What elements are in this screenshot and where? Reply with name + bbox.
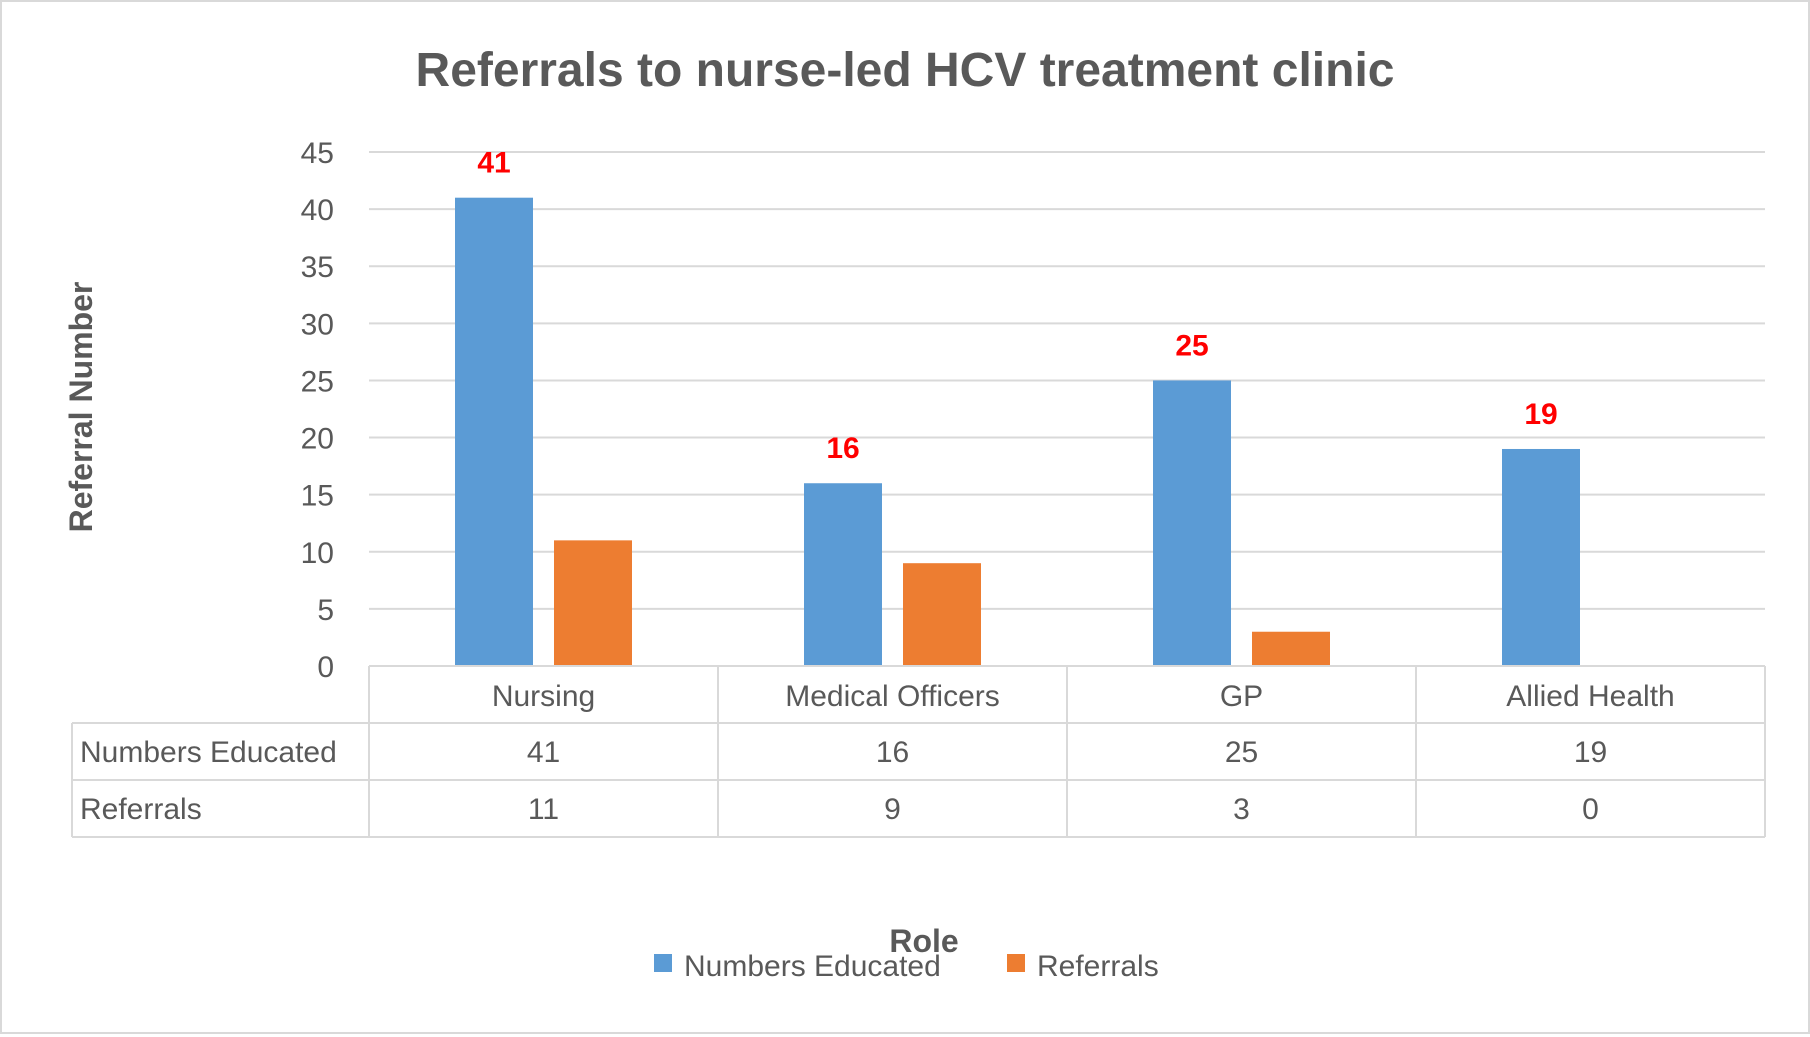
table-row-label: Referrals bbox=[80, 793, 202, 826]
x-tick-label: Medical Officers bbox=[785, 680, 1000, 713]
data-label: 41 bbox=[477, 147, 510, 180]
table-cell: 3 bbox=[1233, 793, 1250, 826]
bar bbox=[1502, 448, 1580, 666]
legend: Numbers Educated Referrals bbox=[654, 950, 1159, 983]
data-table: Nursing Medical Officers GP Allied Health Nu… bbox=[71, 665, 1766, 838]
x-tick-label: Nursing bbox=[492, 680, 595, 713]
chart-title: Referrals to nurse-led HCV treatment cli… bbox=[416, 44, 1395, 97]
y-axis-ticks: 0 5 10 15 20 25 30 35 40 45 bbox=[301, 137, 334, 684]
bar bbox=[903, 563, 981, 666]
bar bbox=[804, 483, 882, 666]
data-label: 19 bbox=[1524, 398, 1557, 431]
data-labels: 41 16 25 19 bbox=[477, 147, 1557, 466]
y-tick-label: 15 bbox=[301, 480, 334, 513]
table-cell: 41 bbox=[527, 736, 560, 769]
bar bbox=[554, 540, 632, 666]
table-cell: 9 bbox=[884, 793, 901, 826]
bar bbox=[455, 197, 533, 666]
legend-label: Numbers Educated bbox=[684, 950, 941, 983]
y-tick-label: 30 bbox=[301, 308, 334, 341]
legend-swatch bbox=[654, 954, 672, 972]
y-tick-label: 20 bbox=[301, 423, 334, 456]
x-axis-label: Role bbox=[889, 923, 958, 959]
bar bbox=[1252, 631, 1330, 666]
bar bbox=[1153, 380, 1231, 666]
y-axis-label: Referral Number bbox=[63, 282, 99, 533]
table-cell: 19 bbox=[1574, 736, 1607, 769]
x-tick-label: GP bbox=[1220, 680, 1263, 713]
y-tick-label: 0 bbox=[317, 651, 334, 684]
x-tick-label: Allied Health bbox=[1506, 680, 1674, 713]
bars bbox=[455, 197, 1580, 666]
y-tick-label: 5 bbox=[317, 594, 334, 627]
y-tick-label: 35 bbox=[301, 251, 334, 284]
table-cell: 0 bbox=[1582, 793, 1599, 826]
table-cell: 16 bbox=[876, 736, 909, 769]
data-label: 16 bbox=[826, 432, 859, 465]
table-cell: 11 bbox=[528, 793, 559, 826]
legend-swatch bbox=[1007, 954, 1025, 972]
table-row-label: Numbers Educated bbox=[80, 736, 337, 769]
y-tick-label: 25 bbox=[301, 365, 334, 398]
y-tick-label: 45 bbox=[301, 137, 334, 170]
data-label: 25 bbox=[1175, 329, 1208, 362]
y-tick-label: 40 bbox=[301, 194, 334, 227]
legend-label: Referrals bbox=[1037, 950, 1159, 983]
y-tick-label: 10 bbox=[301, 537, 334, 570]
table-cell: 25 bbox=[1225, 736, 1258, 769]
